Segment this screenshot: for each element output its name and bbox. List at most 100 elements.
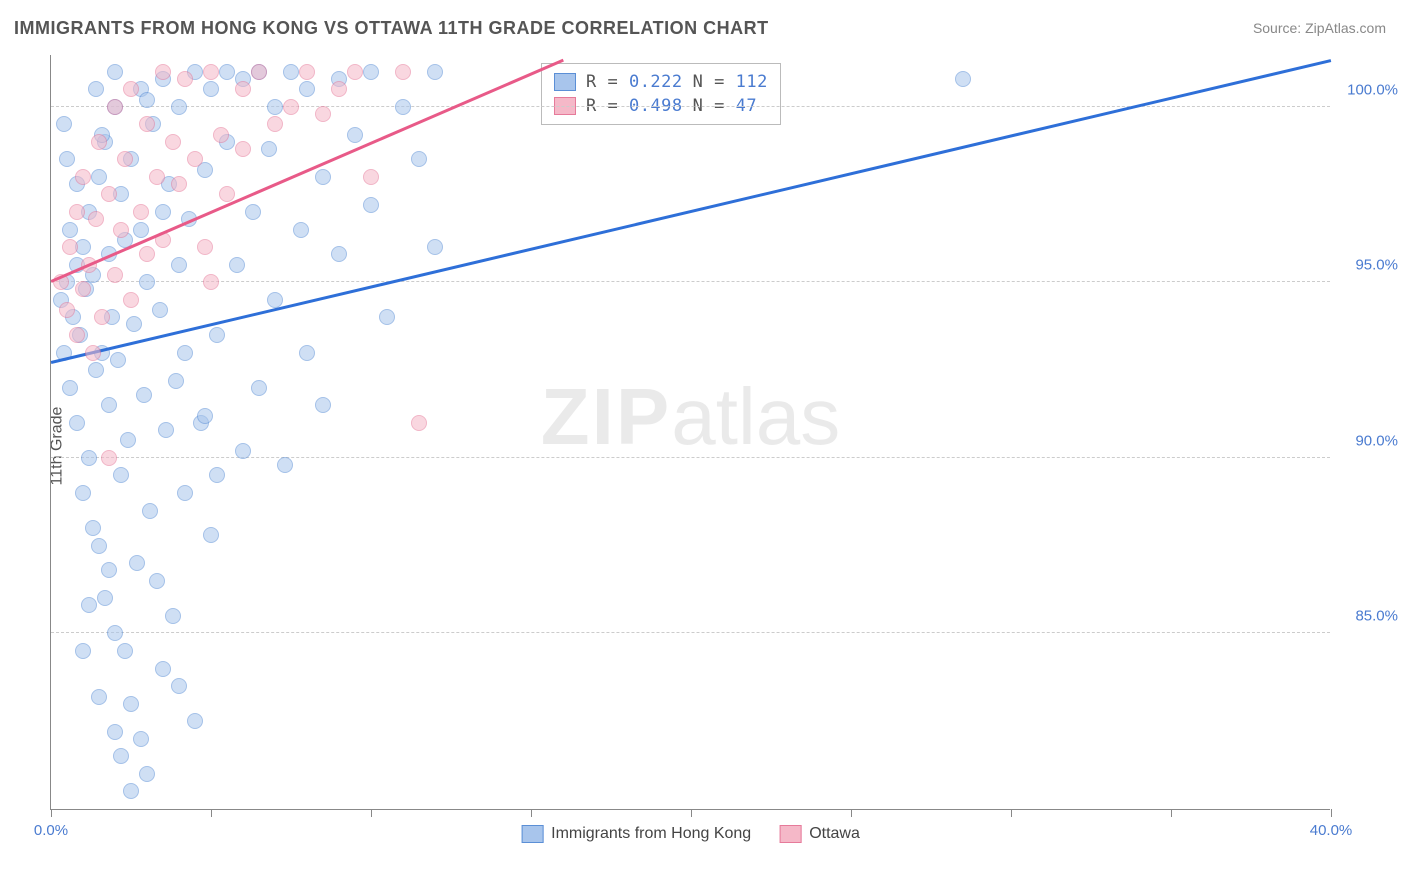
scatter-point (171, 257, 187, 273)
scatter-point (379, 309, 395, 325)
scatter-point (235, 443, 251, 459)
scatter-point (177, 71, 193, 87)
scatter-point (277, 457, 293, 473)
x-tick (1011, 809, 1012, 817)
scatter-point (149, 573, 165, 589)
source-label: Source: (1253, 20, 1305, 36)
x-tick (691, 809, 692, 817)
scatter-point (177, 345, 193, 361)
scatter-point (283, 64, 299, 80)
scatter-point (315, 106, 331, 122)
scatter-point (75, 281, 91, 297)
scatter-point (197, 408, 213, 424)
scatter-point (81, 597, 97, 613)
scatter-point (75, 169, 91, 185)
scatter-point (62, 222, 78, 238)
series-legend: Immigrants from Hong Kong Ottawa (521, 825, 860, 843)
scatter-point (126, 316, 142, 332)
scatter-point (113, 222, 129, 238)
scatter-point (101, 450, 117, 466)
legend-label: Immigrants from Hong Kong (551, 825, 751, 843)
scatter-point (158, 422, 174, 438)
scatter-point (395, 99, 411, 115)
scatter-point (110, 352, 126, 368)
legend-r: R = 0.222 (586, 72, 683, 92)
scatter-point (133, 731, 149, 747)
source-link[interactable]: ZipAtlas.com (1305, 20, 1386, 36)
scatter-point (101, 397, 117, 413)
scatter-point (267, 292, 283, 308)
scatter-point (107, 64, 123, 80)
scatter-point (331, 81, 347, 97)
scatter-point (81, 450, 97, 466)
scatter-point (955, 71, 971, 87)
scatter-point (101, 562, 117, 578)
scatter-point (219, 64, 235, 80)
scatter-point (139, 92, 155, 108)
gridline (51, 281, 1330, 282)
scatter-point (315, 169, 331, 185)
scatter-point (177, 485, 193, 501)
watermark-rest: atlas (671, 372, 840, 461)
y-tick-label: 85.0% (1338, 608, 1398, 625)
scatter-point (123, 696, 139, 712)
scatter-point (165, 608, 181, 624)
scatter-point (117, 643, 133, 659)
scatter-point (133, 204, 149, 220)
scatter-point (235, 81, 251, 97)
correlation-legend-box: R = 0.222N = 112R = 0.498N = 47 (541, 63, 781, 125)
scatter-point (209, 467, 225, 483)
scatter-point (75, 485, 91, 501)
scatter-point (315, 397, 331, 413)
scatter-point (123, 81, 139, 97)
scatter-point (91, 134, 107, 150)
x-tick (1331, 809, 1332, 817)
scatter-point (171, 176, 187, 192)
scatter-point (411, 151, 427, 167)
scatter-point (62, 380, 78, 396)
watermark: ZIPatlas (541, 371, 840, 463)
scatter-point (91, 169, 107, 185)
watermark-bold: ZIP (541, 372, 671, 461)
scatter-point (283, 99, 299, 115)
scatter-point (168, 373, 184, 389)
scatter-point (94, 309, 110, 325)
scatter-point (347, 127, 363, 143)
scatter-point (107, 625, 123, 641)
x-tick (211, 809, 212, 817)
scatter-point (187, 713, 203, 729)
scatter-point (91, 689, 107, 705)
scatter-point (171, 99, 187, 115)
scatter-point (155, 661, 171, 677)
legend-swatch (521, 825, 543, 843)
scatter-point (251, 380, 267, 396)
scatter-point (88, 211, 104, 227)
x-tick-label: 0.0% (34, 822, 68, 839)
scatter-point (56, 116, 72, 132)
scatter-point (139, 274, 155, 290)
scatter-point (261, 141, 277, 157)
scatter-point (152, 302, 168, 318)
scatter-point (203, 81, 219, 97)
scatter-point (107, 724, 123, 740)
legend-item: Ottawa (779, 825, 860, 843)
legend-swatch (779, 825, 801, 843)
scatter-point (107, 267, 123, 283)
scatter-point (59, 151, 75, 167)
scatter-point (123, 292, 139, 308)
scatter-point (299, 81, 315, 97)
scatter-point (133, 222, 149, 238)
y-tick-label: 95.0% (1338, 257, 1398, 274)
scatter-point (411, 415, 427, 431)
scatter-point (136, 387, 152, 403)
y-tick-label: 90.0% (1338, 432, 1398, 449)
x-tick (51, 809, 52, 817)
scatter-point (267, 116, 283, 132)
scatter-point (91, 538, 107, 554)
scatter-point (251, 64, 267, 80)
scatter-point (331, 246, 347, 262)
scatter-point (85, 345, 101, 361)
scatter-point (245, 204, 261, 220)
scatter-point (299, 64, 315, 80)
x-tick-label: 40.0% (1310, 822, 1353, 839)
